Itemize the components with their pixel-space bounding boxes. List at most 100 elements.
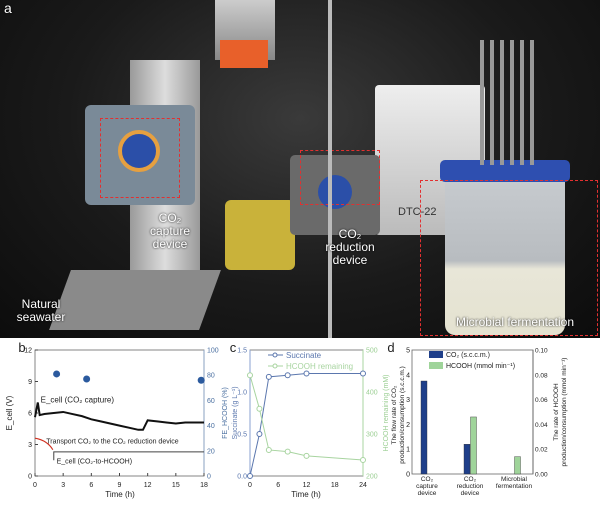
series-line-1	[249, 375, 364, 461]
x-tick-label: 0	[248, 482, 252, 489]
reduction-highlight	[300, 150, 380, 205]
transport-arrow	[34, 437, 54, 451]
reduction-electrode	[318, 175, 352, 209]
y2-tick-label: 20	[207, 448, 215, 455]
y-tick-label: 12	[24, 348, 32, 355]
y2-tick-label: 0	[207, 474, 211, 481]
series-point-0	[303, 370, 310, 377]
y2-tick-label: 40	[207, 423, 215, 430]
series-line-0	[249, 373, 363, 477]
apparatus-photo: a CO₂ capture device CO₂ reduction devic…	[0, 0, 600, 338]
fe-point	[197, 376, 205, 384]
category-label: Microbial	[501, 476, 528, 483]
legend-label: CO₂ (s.c.c.m.)	[446, 352, 490, 359]
y2-axis-label: FE_HCOOH (%)	[222, 387, 229, 439]
x-tick-label: 24	[359, 482, 367, 489]
y2-axis-label: HCOOH remaining (mM)	[383, 374, 390, 451]
ecell-reduction-line	[53, 451, 204, 461]
category-label: fermentation	[496, 483, 533, 490]
y2-tick-label: 300	[366, 432, 378, 439]
y-tick-label: 0	[406, 472, 410, 479]
x-tick-label: 0	[33, 482, 37, 489]
series-point-1	[247, 372, 253, 379]
legend-label: Succinate	[286, 351, 322, 360]
y2-tick-label: 0.04	[535, 422, 548, 429]
legend-swatch	[429, 362, 443, 369]
y-axis-label: Succinate (g L⁻¹)	[232, 386, 239, 439]
fermenter-probes	[480, 40, 540, 165]
fermentation-highlight	[420, 180, 598, 336]
annotation-transport: Transport CO₂ to the CO₂ reduction devic…	[46, 438, 179, 445]
y-tick-label: 1.5	[237, 348, 247, 355]
series-point-1	[284, 448, 291, 455]
x-tick-label: 15	[172, 482, 180, 489]
y-tick-label: 1.0	[237, 390, 247, 397]
y-tick-label: 6	[28, 411, 32, 418]
panel-label-a: a	[4, 0, 12, 16]
x-tick-label: 12	[144, 482, 152, 489]
series-point-0	[265, 373, 272, 380]
series-point-0	[247, 473, 253, 479]
x-axis-label: Time (h)	[105, 490, 135, 499]
y2-axis-label: The rate of HCOOH	[553, 383, 560, 441]
category-label: reduction	[457, 483, 484, 490]
fermenter	[445, 170, 565, 335]
panel-label-b: b	[18, 340, 25, 355]
seawater-label: Natural seawater	[16, 297, 66, 324]
y2-tick-label: 0.08	[535, 372, 548, 379]
y-tick-label: 5	[406, 348, 410, 355]
ecell-capture-line	[34, 402, 204, 431]
bar-1	[514, 456, 521, 475]
category-label: device	[418, 490, 437, 497]
x-tick-label: 6	[276, 482, 280, 489]
y-tick-label: 9	[28, 379, 32, 386]
x-tick-label: 9	[118, 482, 122, 489]
reduction-device-label: CO₂ reduction device	[325, 227, 375, 267]
x-tick-label: 18	[331, 482, 339, 489]
orange-motor	[220, 40, 268, 68]
capture-electrode	[118, 130, 160, 172]
yellow-bath	[225, 200, 295, 270]
x-tick-label: 18	[200, 482, 208, 489]
y-tick-label: 2	[406, 422, 410, 429]
x-tick-label: 6	[89, 482, 93, 489]
annotation-ecell-capture: E_cell (CO₂ capture)	[41, 396, 115, 405]
x-tick-label: 12	[303, 482, 311, 489]
fe-point	[83, 375, 91, 383]
series-point-1	[360, 457, 366, 464]
x-tick-label: 3	[61, 482, 65, 489]
y2-tick-label: 400	[366, 390, 378, 397]
bar-0	[420, 380, 428, 475]
category-label: capture	[416, 483, 438, 490]
series-point-0	[284, 372, 291, 379]
y-axis-label: E_cell (V)	[5, 395, 14, 430]
series-point-1	[303, 452, 310, 459]
panel-label-d: d	[387, 340, 394, 355]
series-point-0	[360, 370, 366, 377]
y2-tick-label: 200	[366, 474, 378, 481]
series-point-0	[256, 431, 263, 437]
y2-tick-label: 80	[207, 373, 215, 380]
fe-point	[53, 370, 61, 378]
y-tick-label: 4	[406, 372, 410, 379]
legend-marker	[272, 363, 278, 369]
y-tick-label: 0.5	[237, 432, 247, 439]
y2-tick-label: 0.02	[535, 447, 548, 454]
y-tick-label: 0	[28, 474, 32, 481]
chiller-label: DTC-22	[398, 206, 437, 218]
x-axis-label: Time (h)	[291, 490, 321, 499]
y2-axis-label-2: production/consumption (mmol min⁻¹)	[561, 358, 568, 467]
capture-device-label: CO₂ capture device	[149, 211, 191, 251]
y-tick-label: 3	[406, 397, 410, 404]
y2-tick-label: 0.10	[535, 348, 548, 355]
y-tick-label: 0.0	[237, 474, 247, 481]
y2-tick-label: 500	[366, 348, 378, 355]
bar-0	[463, 444, 471, 475]
y2-tick-label: 100	[207, 348, 219, 355]
fermenter-lid	[440, 160, 570, 182]
legend-marker	[272, 352, 278, 358]
series-point-1	[265, 446, 272, 453]
capture-highlight	[100, 118, 180, 198]
y-tick-label: 3	[28, 442, 32, 449]
